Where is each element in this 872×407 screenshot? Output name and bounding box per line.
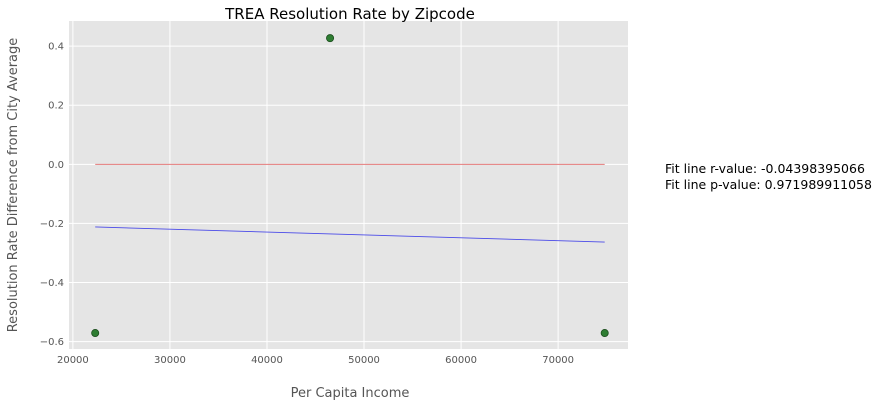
series-lines [95, 163, 605, 243]
x-tick-label: 50000 [348, 355, 380, 366]
x-tick-label: 20000 [57, 355, 89, 366]
y-tick-label: −0.2 [40, 219, 64, 230]
x-tick-label: 60000 [445, 355, 477, 366]
chart-title: TREA Resolution Rate by Zipcode [224, 5, 475, 23]
r-value-annotation: Fit line r-value: -0.04398395066 [665, 161, 865, 176]
scatter-point [600, 329, 609, 338]
y-tick-label: 0.2 [48, 101, 64, 112]
scatter-point [91, 329, 100, 338]
fit-line [95, 226, 605, 243]
p-value-annotation: Fit line p-value: 0.971989911058 [665, 177, 872, 192]
x-axis-label: Per Capita Income [291, 386, 410, 401]
y-axis-label: Resolution Rate Difference from City Ave… [6, 38, 21, 333]
y-tick-label: 0.4 [48, 42, 64, 53]
plot-background [69, 21, 628, 349]
x-tick-label: 70000 [542, 355, 574, 366]
x-tick-label: 40000 [251, 355, 283, 366]
x-tick-label: 30000 [154, 355, 186, 366]
y-tick-label: 0.0 [48, 160, 64, 171]
y-tick-label: −0.4 [40, 278, 64, 289]
data-points [91, 34, 609, 338]
tick-labels: 20000 30000 40000 50000 60000 70000 −0.6 −0.4 −0… [40, 42, 574, 366]
scatter-point [326, 34, 335, 43]
y-tick-label: −0.6 [40, 337, 64, 348]
